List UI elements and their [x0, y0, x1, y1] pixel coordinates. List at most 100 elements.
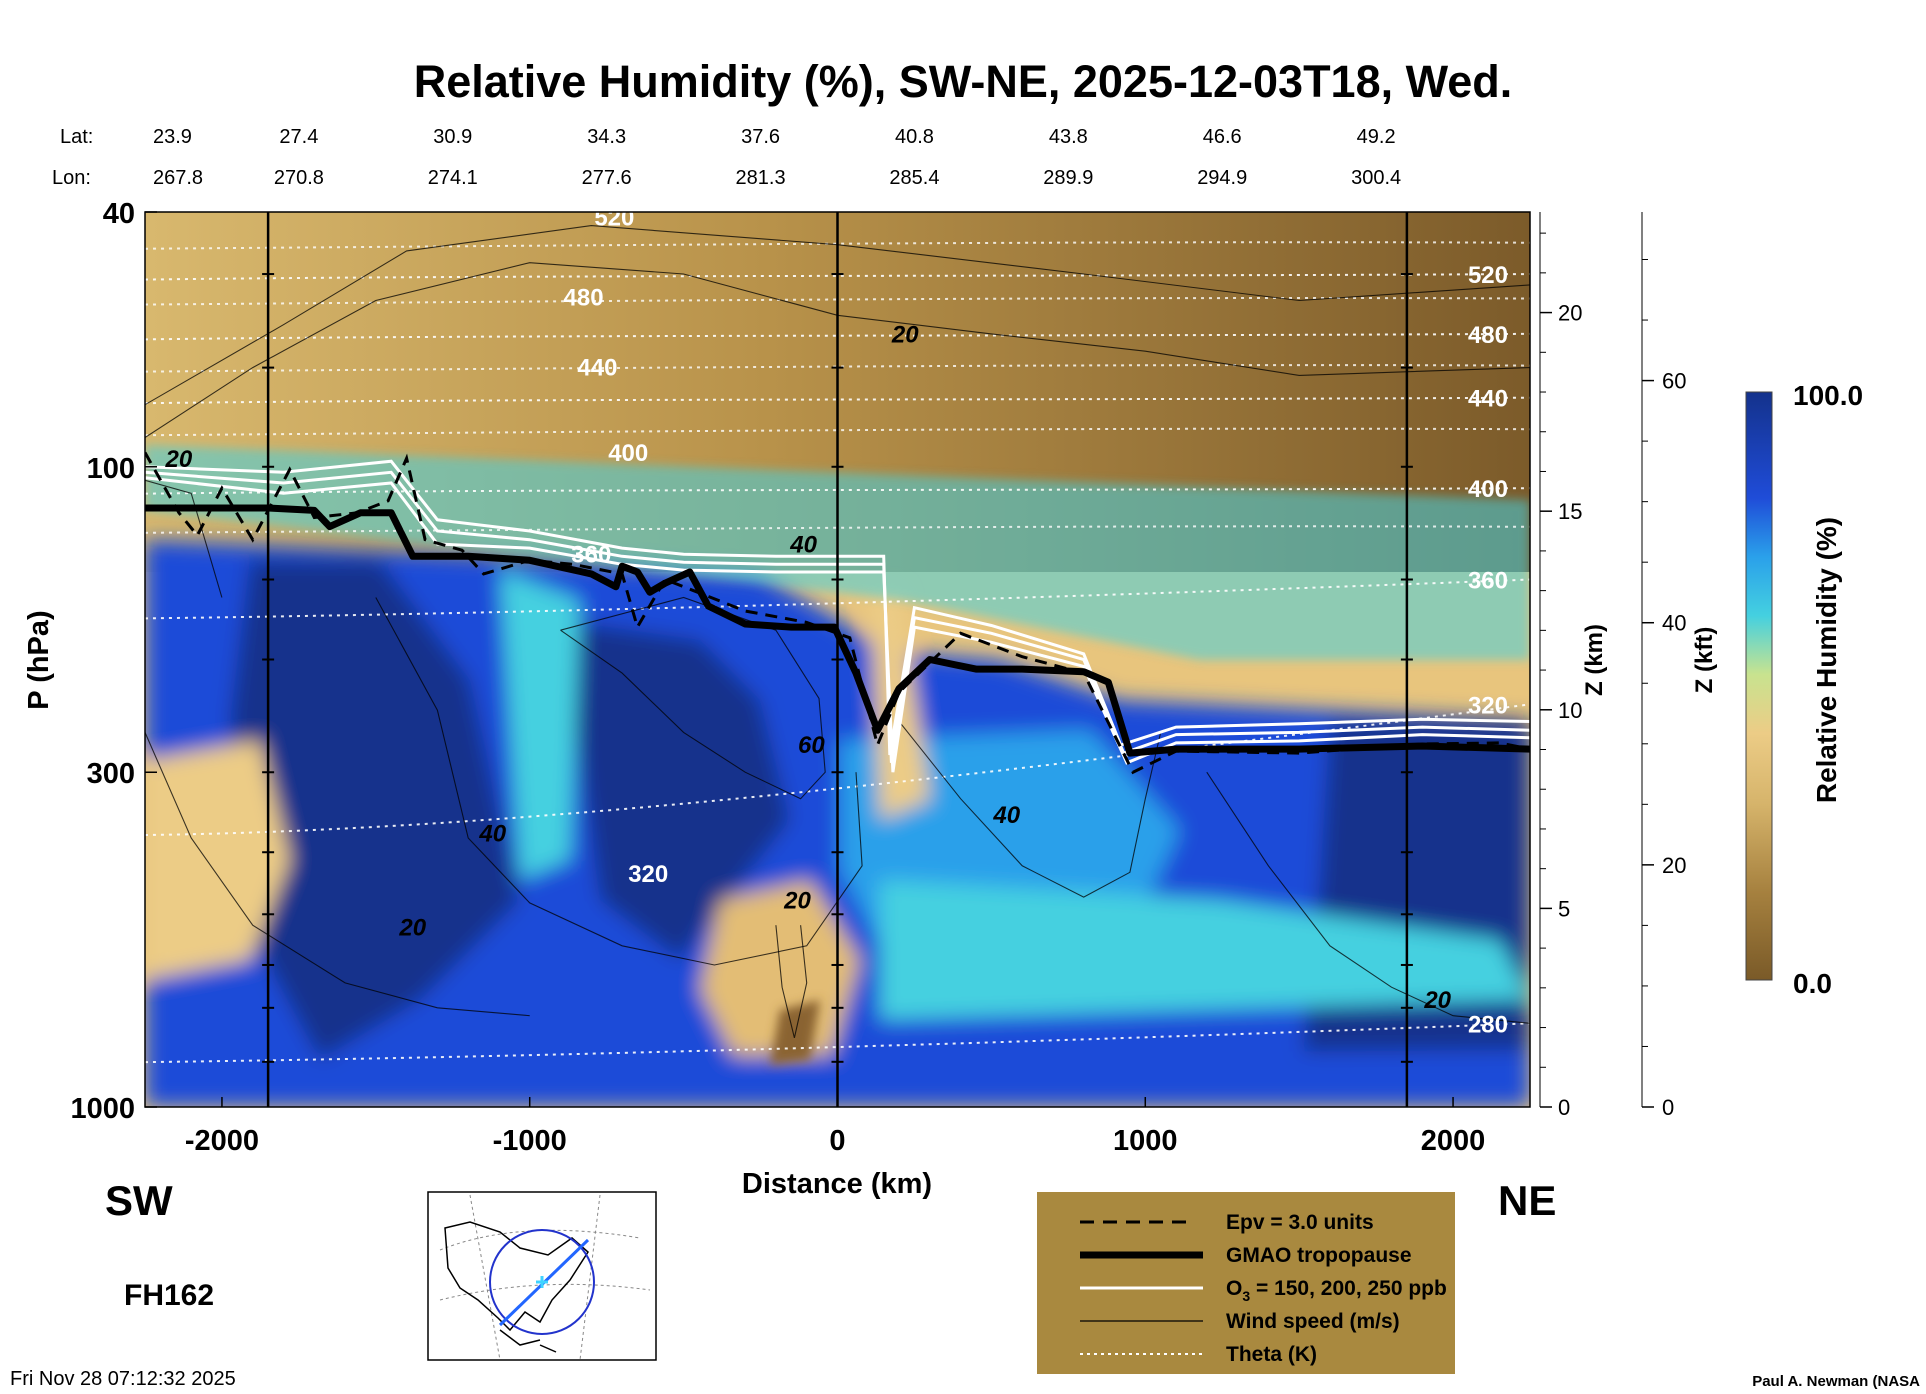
wind-contour	[375, 597, 863, 966]
legend-epv: Epv = 3.0 units	[1226, 1211, 1374, 1234]
theta-contour	[145, 1022, 1530, 1064]
y-tick-label: 300	[87, 758, 135, 790]
lon-row-label: Lon:	[52, 167, 91, 189]
theta-contour	[145, 396, 1530, 405]
wind-label: 40	[478, 821, 506, 848]
theta-contour	[145, 241, 1530, 250]
z-km-tick-label: 0	[1558, 1095, 1570, 1120]
y-tick-label: 100	[87, 453, 135, 485]
lon-value: 270.8	[274, 167, 324, 189]
wind-label: 40	[789, 531, 817, 558]
x-tick-label: 2000	[1421, 1125, 1486, 1157]
theta-contour	[145, 364, 1530, 373]
ne-label: NE	[1498, 1177, 1556, 1224]
wind-contour	[775, 925, 808, 1039]
ozone-contours	[145, 459, 1530, 773]
z-kft-axis-label: Z (kft)	[1691, 627, 1718, 694]
legend-ozone-suffix: = 150, 200, 250 ppb	[1250, 1277, 1447, 1300]
theta-inner-label: 360	[571, 541, 611, 568]
theta-right-label: 480	[1468, 322, 1508, 349]
lat-value: 23.9	[153, 126, 192, 148]
wind-label: 20	[165, 446, 193, 473]
z-km-tick-label: 15	[1558, 499, 1582, 524]
wind-speed-contours	[145, 225, 1530, 1039]
z-km-tick-label: 5	[1558, 896, 1570, 921]
lon-value: 300.4	[1351, 167, 1401, 189]
wind-label: 20	[783, 888, 811, 915]
vertical-markers	[262, 212, 1413, 1107]
legend-ozone-prefix: O	[1226, 1277, 1242, 1300]
theta-contour	[145, 578, 1530, 620]
lat-value: 43.8	[1049, 126, 1088, 148]
tropopause-line	[145, 504, 1530, 757]
z-km-axis-label: Z (km)	[1581, 624, 1608, 696]
x-axis-label: Distance (km)	[742, 1168, 932, 1200]
x-tick-label: -1000	[493, 1125, 567, 1157]
lat-value: 37.6	[741, 126, 780, 148]
lat-value: 34.3	[587, 126, 626, 148]
theta-inner-label: 440	[577, 354, 617, 381]
wind-label: 20	[398, 915, 426, 942]
wind-label: 60	[798, 732, 825, 759]
theta-right-labels: 520 480 440 400 360 320 280	[1468, 262, 1508, 1038]
wind-contour	[145, 479, 223, 598]
epv-line	[145, 451, 1530, 775]
wind-contour	[145, 262, 1530, 438]
wind-label: 40	[992, 802, 1020, 829]
x-axis: -2000 -1000 0 1000 2000	[185, 1097, 1485, 1157]
theta-right-label: 360	[1468, 568, 1508, 595]
lon-value: 274.1	[428, 167, 478, 189]
credit: Paul A. Newman (NASA	[1752, 1373, 1920, 1390]
wind-label: 20	[1423, 987, 1451, 1014]
z-kft-tick-label: 40	[1662, 611, 1686, 636]
z-kft-tick-label: 0	[1662, 1095, 1674, 1120]
inset-map	[427, 1191, 657, 1361]
legend-ozone: O3 = 150, 200, 250 ppb	[1226, 1277, 1447, 1304]
z-kft-axis: 0 20 40 60	[1641, 212, 1686, 1120]
theta-contour	[145, 273, 1530, 281]
legend-tropopause: GMAO tropopause	[1226, 1244, 1412, 1267]
lat-value: 49.2	[1357, 126, 1396, 148]
x-tick-label: 1000	[1113, 1125, 1178, 1157]
inner-contour-labels: 520 480 440 400 360 320 20 40 60 40 40 20 20 20 20	[165, 212, 1452, 1014]
theta-right-label: 520	[1468, 262, 1508, 289]
theta-right-label: 320	[1468, 692, 1508, 719]
y-axis: 40 100 300 1000	[70, 198, 157, 1125]
z-km-tick-label: 20	[1558, 301, 1582, 326]
theta-inner-label: 400	[608, 440, 648, 467]
ozone-contour	[145, 459, 1530, 756]
z-kft-tick-label: 60	[1662, 369, 1686, 394]
z-km-tick-label: 10	[1558, 698, 1582, 723]
lat-row-label: Lat:	[60, 126, 93, 148]
theta-contour	[145, 703, 1530, 837]
x-tick-label: -2000	[185, 1125, 259, 1157]
theta-contour	[145, 332, 1530, 341]
lon-value: 289.9	[1043, 167, 1093, 189]
wind-contour	[898, 721, 1162, 898]
z-km-axis: 0 5 10 15 20	[1539, 212, 1582, 1120]
colorbar-label: Relative Humidity (%)	[1811, 517, 1842, 803]
theta-inner-label: 320	[628, 861, 668, 888]
theta-right-label: 280	[1468, 1011, 1508, 1038]
lat-value: 27.4	[279, 126, 318, 148]
legend-ozone-sub: 3	[1242, 1288, 1250, 1304]
lon-value: 281.3	[736, 167, 786, 189]
lat-value: 40.8	[895, 126, 934, 148]
theta-contour	[145, 487, 1530, 495]
lon-value: 277.6	[582, 167, 632, 189]
wind-contour	[1206, 771, 1530, 1024]
wind-contour	[145, 732, 530, 1017]
theta-contour	[145, 297, 1530, 306]
colorbar-max-label: 100.0	[1793, 380, 1863, 411]
theta-right-label: 400	[1468, 476, 1508, 503]
lat-lon-labels: 23.9 267.8 27.4 270.8 30.9 274.1 34.3 277.6 37.6…	[153, 126, 1401, 189]
lon-value: 285.4	[889, 167, 939, 189]
y-tick-label: 40	[103, 198, 135, 230]
timestamp: Fri Nov 28 07:12:32 2025	[10, 1368, 236, 1390]
theta-contour	[145, 525, 1530, 534]
y-axis-label: P (hPa)	[23, 610, 55, 709]
chart-title: Relative Humidity (%), SW-NE, 2025-12-03…	[414, 56, 1513, 107]
x-tick-label: 0	[829, 1125, 845, 1157]
lat-value: 30.9	[433, 126, 472, 148]
